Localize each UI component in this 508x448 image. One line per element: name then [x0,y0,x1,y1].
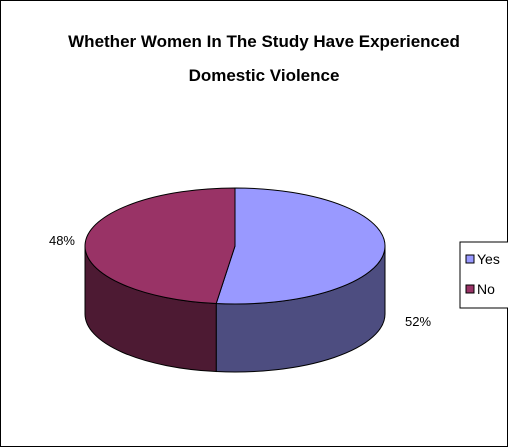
legend-box [459,241,508,309]
pie-slice-no [84,187,236,305]
chart-title-line-2: Domestic Violence [189,66,340,85]
pie-slice-yes [215,187,386,305]
data-label-no: 48% [49,233,75,248]
legend-label-yes: Yes [477,251,500,267]
pie-tops [84,187,386,305]
legend-label-no: No [477,281,495,297]
legend: Yes No [459,241,508,309]
data-label-yes: 52% [405,314,431,329]
chart-title-line-1: Whether Women In The Study Have Experien… [68,32,460,51]
legend-swatch-yes [465,254,475,264]
pie-data-labels: 52% 48% [49,233,431,329]
legend-swatch-no [465,284,475,294]
